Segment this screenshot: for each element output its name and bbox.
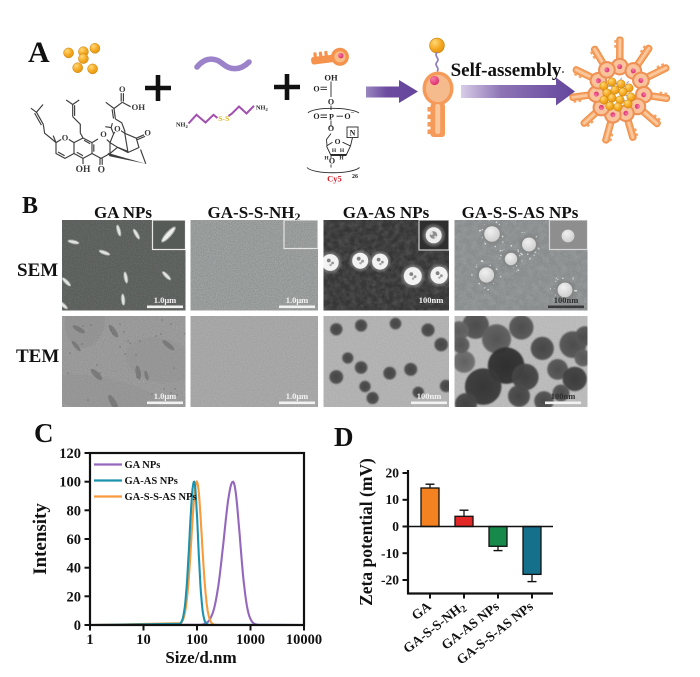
svg-text:O: O <box>313 112 319 121</box>
svg-text:O: O <box>328 124 334 133</box>
svg-text:N: N <box>350 128 356 137</box>
svg-text:Self-assembly: Self-assembly <box>451 60 562 81</box>
svg-text:P: P <box>329 112 334 121</box>
svg-text:H: H <box>340 148 345 154</box>
svg-text:1.0μm: 1.0μm <box>154 391 177 401</box>
svg-text:100: 100 <box>186 632 208 648</box>
svg-text:80: 80 <box>67 503 82 519</box>
svg-text:O: O <box>335 137 341 146</box>
svg-text:O: O <box>329 157 335 166</box>
svg-text:10000: 10000 <box>286 632 322 648</box>
svg-text:O: O <box>313 85 319 94</box>
svg-text:26: 26 <box>352 174 358 180</box>
svg-text:1000: 1000 <box>236 632 265 648</box>
svg-text:–: – <box>350 110 355 116</box>
svg-text:60: 60 <box>67 532 82 548</box>
svg-text:0: 0 <box>74 618 81 634</box>
svg-text:TEM: TEM <box>16 346 59 367</box>
svg-text:OH: OH <box>76 165 91 175</box>
svg-text:S-S: S-S <box>218 114 229 123</box>
svg-text:100: 100 <box>59 475 81 491</box>
svg-text:40: 40 <box>67 561 82 577</box>
svg-text:GA-S-S-NH2: GA-S-S-NH2 <box>208 203 301 224</box>
svg-text:H: H <box>339 156 344 162</box>
svg-text:GA NPs: GA NPs <box>125 460 161 471</box>
svg-text:-20: -20 <box>381 573 399 588</box>
svg-text:Size/d.nm: Size/d.nm <box>165 648 236 667</box>
svg-text:1: 1 <box>86 632 93 648</box>
svg-text:O: O <box>144 128 151 137</box>
svg-text:C: C <box>34 418 54 448</box>
svg-text:SEM: SEM <box>17 260 58 281</box>
svg-text:GA-AS NPs: GA-AS NPs <box>343 203 430 222</box>
svg-text:O: O <box>98 165 105 175</box>
svg-text:Intensity: Intensity <box>30 503 51 575</box>
svg-text:O: O <box>100 130 107 139</box>
svg-text:O: O <box>62 134 69 143</box>
svg-text:H: H <box>332 148 337 154</box>
svg-text:20: 20 <box>386 466 400 481</box>
svg-text:1.0μm: 1.0μm <box>286 391 309 401</box>
svg-text:OH: OH <box>324 73 338 83</box>
svg-text:B: B <box>22 193 38 219</box>
svg-text:100nm: 100nm <box>554 295 579 305</box>
svg-text:O: O <box>114 125 121 134</box>
svg-text:100nm: 100nm <box>417 391 442 401</box>
svg-text:Cy5: Cy5 <box>327 174 342 184</box>
svg-text:20: 20 <box>67 589 82 605</box>
svg-text:O: O <box>344 112 350 121</box>
svg-text:H: H <box>324 156 329 162</box>
svg-text:NH2: NH2 <box>256 105 268 112</box>
svg-text:10: 10 <box>386 492 400 507</box>
svg-text:GA NPs: GA NPs <box>94 203 152 222</box>
svg-text:10: 10 <box>136 632 151 648</box>
svg-text:-10: -10 <box>381 546 399 561</box>
svg-text:120: 120 <box>59 446 81 462</box>
svg-text:O: O <box>328 98 334 107</box>
svg-text:Zeta potential (mV): Zeta potential (mV) <box>356 458 376 606</box>
svg-text:GA-AS NPs: GA-AS NPs <box>125 476 178 487</box>
svg-text:100nm: 100nm <box>419 295 444 305</box>
svg-text:A: A <box>28 36 50 69</box>
svg-text:1.0μm: 1.0μm <box>286 295 309 305</box>
svg-text:NH2: NH2 <box>176 122 188 129</box>
svg-text:1.0μm: 1.0μm <box>154 295 177 305</box>
svg-text:100nm: 100nm <box>551 391 576 401</box>
svg-text:GA-S-S-AS NPs: GA-S-S-AS NPs <box>462 203 579 222</box>
svg-text:OH: OH <box>131 102 145 112</box>
svg-text:O: O <box>119 85 126 94</box>
svg-text:D: D <box>334 422 354 452</box>
svg-text:0: 0 <box>392 519 399 534</box>
svg-text:GA-S-S-AS NPs: GA-S-S-AS NPs <box>125 492 197 503</box>
